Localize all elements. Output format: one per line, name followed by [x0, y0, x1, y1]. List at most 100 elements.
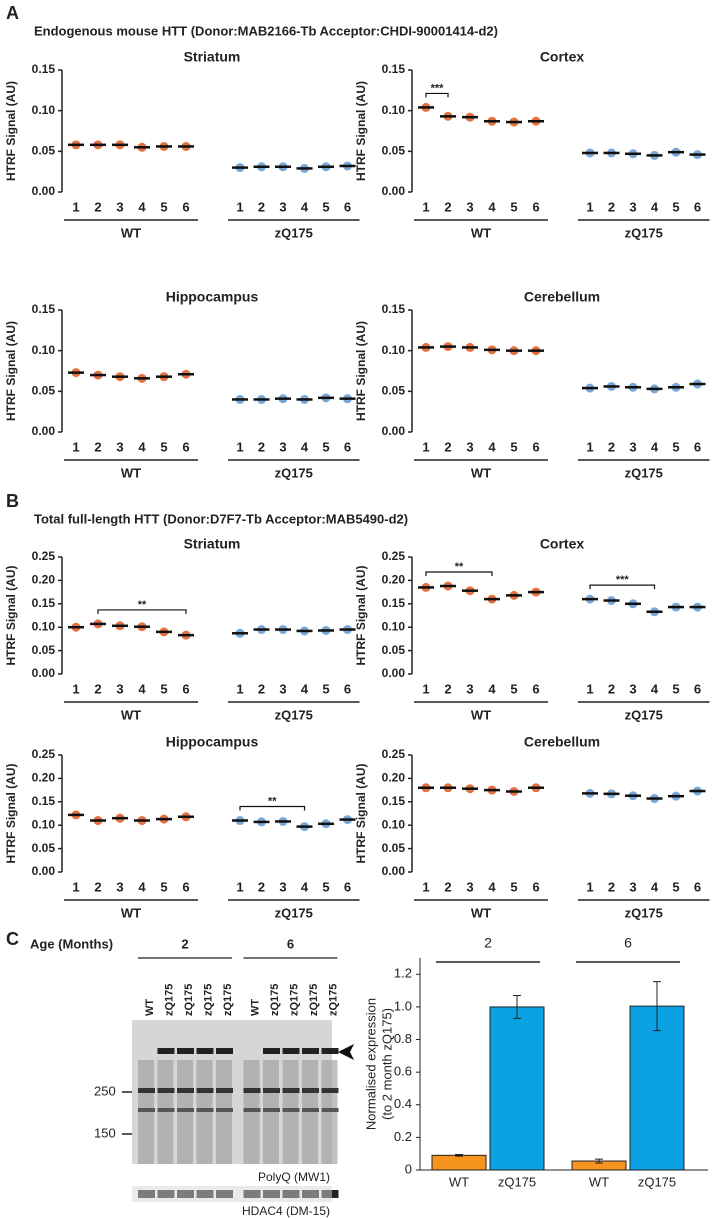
x-tick-label: WT — [449, 1174, 469, 1189]
y-axis-label: HTRF Signal (AU) — [4, 81, 18, 181]
x-tick-label: 3 — [116, 879, 123, 894]
group-label: zQ175 — [275, 225, 313, 240]
x-tick-label: 1 — [586, 879, 593, 894]
x-tick-label: 6 — [344, 439, 351, 454]
x-tick-label: 3 — [116, 199, 123, 214]
x-tick-label: 1 — [586, 199, 593, 214]
x-tick-label: 2 — [444, 199, 451, 214]
x-tick-label: 5 — [510, 879, 517, 894]
x-tick-label: 3 — [279, 199, 286, 214]
y-tick-label: 0.15 — [382, 794, 406, 808]
x-tick-label: 1 — [586, 439, 593, 454]
x-tick-label: 2 — [608, 879, 615, 894]
significance-bracket — [589, 584, 656, 590]
blot-band — [243, 1108, 261, 1112]
y-tick-label: 0.15 — [382, 596, 406, 610]
y-tick-label: 0.15 — [382, 302, 406, 316]
x-tick-label: 3 — [466, 681, 473, 696]
x-tick-label: 6 — [694, 681, 701, 696]
x-tick-label: 3 — [629, 199, 636, 214]
blot-band — [263, 1088, 280, 1093]
blot-band — [263, 1108, 280, 1112]
blot-band — [282, 1108, 300, 1112]
blot-band — [196, 1088, 214, 1093]
x-tick-label: 3 — [279, 439, 286, 454]
blot-strip — [132, 1186, 332, 1202]
x-tick-label: 1 — [236, 199, 243, 214]
y-axis-label: HTRF Signal (AU) — [354, 81, 368, 181]
x-tick-label: 5 — [672, 681, 679, 696]
chart-title: Hippocampus — [166, 734, 259, 750]
y-tick-label: 0.05 — [32, 841, 56, 855]
significance-label: ** — [268, 795, 277, 807]
x-tick-label: 3 — [629, 439, 636, 454]
x-tick-label: 5 — [672, 879, 679, 894]
x-tick-label: 3 — [279, 879, 286, 894]
y-tick-label: 1.0 — [394, 998, 412, 1013]
age-value: 6 — [287, 936, 294, 951]
bar — [489, 1006, 545, 1171]
y-tick-label: 0.00 — [382, 184, 406, 198]
group-label: 2 — [484, 935, 492, 951]
y-tick-label: 0.05 — [32, 643, 56, 657]
y-axis-label: HTRF Signal (AU) — [354, 321, 368, 421]
x-tick-label: 6 — [694, 199, 701, 214]
x-tick-label: 1 — [72, 879, 79, 894]
x-tick-label: 2 — [94, 681, 101, 696]
x-tick-label: 1 — [72, 681, 79, 696]
x-tick-label: 5 — [322, 879, 329, 894]
panel-label: B — [6, 491, 19, 511]
x-tick-label: 4 — [301, 199, 309, 214]
band-arrow — [338, 1044, 354, 1060]
y-tick-label: 0.25 — [32, 747, 56, 761]
blot-band — [282, 1048, 300, 1054]
y-tick-label: 0 — [405, 1161, 412, 1176]
x-tick-label: 2 — [444, 681, 451, 696]
x-tick-label: 5 — [322, 681, 329, 696]
blot-band — [216, 1048, 233, 1054]
lane-label: WT — [249, 999, 261, 1016]
y-tick-label: 0.25 — [32, 549, 56, 563]
y-tick-label: 0.05 — [382, 643, 406, 657]
blot-band — [138, 1108, 155, 1112]
x-tick-label: 4 — [488, 681, 496, 696]
x-tick-label: 3 — [466, 199, 473, 214]
blot-band — [196, 1108, 214, 1112]
y-tick-label: 0.00 — [32, 424, 56, 438]
x-tick-label: 5 — [160, 879, 167, 894]
x-tick-label: 4 — [488, 879, 496, 894]
significance-bracket — [97, 609, 187, 614]
chart-title: Striatum — [184, 536, 241, 552]
group-label: 6 — [624, 935, 632, 951]
group-label: zQ175 — [625, 905, 663, 920]
panel-label: C — [6, 929, 19, 949]
y-tick-label: 0.10 — [382, 343, 406, 357]
group-label: zQ175 — [625, 465, 663, 480]
y-axis-label: Normalised expression — [363, 998, 378, 1130]
x-tick-label: 2 — [258, 681, 265, 696]
y-tick-label: 0.15 — [32, 62, 56, 76]
lane-label: zQ175 — [163, 984, 175, 1016]
y-axis-label: HTRF Signal (AU) — [4, 764, 18, 864]
lane-label: zQ175 — [288, 984, 300, 1016]
y-axis-label: HTRF Signal (AU) — [354, 764, 368, 864]
x-tick-label: 3 — [116, 681, 123, 696]
x-tick-label: 3 — [466, 879, 473, 894]
blot-band — [243, 1088, 261, 1093]
group-label: WT — [121, 905, 141, 920]
y-tick-label: 0.00 — [32, 864, 56, 878]
x-tick-label: 3 — [629, 681, 636, 696]
blot-band — [157, 1088, 175, 1093]
x-tick-label: 5 — [160, 681, 167, 696]
x-tick-label: 3 — [279, 681, 286, 696]
x-tick-label: 5 — [510, 199, 517, 214]
y-tick-label: 0.00 — [382, 424, 406, 438]
y-tick-label: 0.15 — [32, 596, 56, 610]
x-tick-label: 6 — [532, 199, 539, 214]
x-tick-label: 5 — [510, 681, 517, 696]
x-tick-label: WT — [589, 1174, 609, 1189]
x-tick-label: 3 — [466, 439, 473, 454]
group-label: WT — [121, 465, 141, 480]
x-tick-label: 6 — [182, 199, 189, 214]
x-tick-label: 5 — [672, 199, 679, 214]
